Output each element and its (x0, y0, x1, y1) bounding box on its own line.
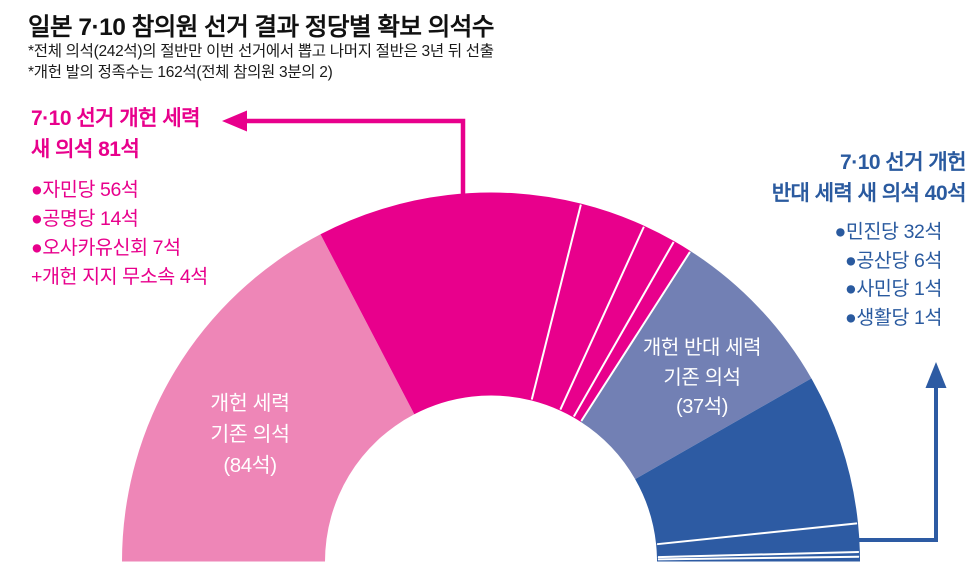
segment-existing-pro-revision (122, 234, 415, 562)
segment-jcp (656, 523, 860, 558)
existing-pro-label-line2: 기존 의석 (210, 423, 290, 446)
existing-anti-label-line1: 개헌 반대 세력 (642, 337, 762, 359)
pro-revision-heading-line1: 7·10 선거 개헌 세력 (31, 107, 200, 130)
note-quorum: *개헌 발의 정족수는 162석(전체 참의원 3분의 2) (28, 63, 333, 81)
anti-revision-heading-line2: 반대 세력 새 의석 40석 (771, 182, 967, 205)
segment-osaka-ishin (559, 225, 675, 418)
list-item-pro-independents: +개헌 지지 무소속 4석 (31, 266, 208, 288)
anti-revision-arrowhead-icon (925, 362, 947, 388)
segment-minshin (635, 378, 859, 545)
segment-divider-line (573, 241, 675, 418)
list-item-komeito: ●공명당 14석 (31, 208, 139, 230)
existing-pro-segment-label: 개헌 세력 기존 의석 (84석) (150, 388, 350, 481)
existing-pro-label-line1: 개헌 세력 (210, 392, 290, 415)
segment-divider-line (657, 555, 859, 561)
segment-dividers (530, 204, 859, 561)
page-title: 일본 7·10 참의원 선거 결과 정당별 확보 의석수 (28, 14, 494, 41)
anti-revision-arrow-icon (856, 362, 947, 542)
anti-revision-heading-line1: 7·10 선거 개헌 (840, 151, 966, 174)
anti-revision-callout: 7·10 선거 개헌 반대 세력 새 의석 40석 ●민진당 32석 ●공산당 … (771, 147, 967, 332)
pro-revision-heading: 7·10 선거 개헌 세력 새 의석 81석 (31, 103, 208, 165)
segment-pro-revision-independents (573, 241, 691, 422)
segment-existing-anti-revision (580, 251, 812, 480)
existing-anti-label-line3: (37석) (676, 396, 728, 418)
pro-revision-party-list: ●자민당 56석 ●공명당 14석 ●오사카유신회 7석 +개헌 지지 무소속 … (31, 176, 208, 292)
pro-revision-arrow-line (243, 118, 466, 195)
pro-revision-heading-line2: 새 의석 81석 (31, 138, 140, 161)
anti-revision-heading: 7·10 선거 개헌 반대 세력 새 의석 40석 (771, 147, 967, 209)
chart-segments (122, 192, 860, 562)
pro-revision-arrow-icon (222, 110, 466, 195)
list-item-osaka-ishin: ●오사카유신회 7석 (31, 237, 181, 259)
segment-divider-line (530, 204, 582, 400)
existing-anti-label-line2: 기존 의석 (663, 366, 741, 389)
header-notes: *전체 의석(242석)의 절반만 이번 선거에서 뽑고 나머지 절반은 3년 … (28, 42, 494, 83)
segment-ldp (320, 192, 582, 415)
segment-divider-line (657, 550, 859, 559)
anti-revision-arrow-line (856, 370, 938, 542)
list-item-jcp: ●공산당 6석 (844, 249, 942, 272)
pro-revision-callout: 7·10 선거 개헌 세력 새 의석 81석 ●자민당 56석 ●공명당 14석… (31, 103, 208, 292)
segment-komeito (531, 203, 645, 411)
segment-divider-line (656, 522, 858, 546)
anti-revision-party-list: ●민진당 32석 ●공산당 6석 ●사민당 1석 ●생활당 1석 (772, 218, 966, 332)
note-total-seats: *전체 의석(242석)의 절반만 이번 선거에서 뽑고 나머지 절반은 3년 … (28, 43, 494, 60)
segment-divider-line (580, 251, 691, 422)
existing-anti-segment-label: 개헌 반대 세력 기존 의석 (37석) (602, 334, 802, 423)
pro-revision-arrowhead-icon (222, 110, 247, 132)
list-item-ldp: ●자민당 56석 (31, 179, 139, 201)
existing-pro-label-line3: (84석) (223, 454, 277, 477)
list-item-minshin: ●민진당 32석 (834, 221, 943, 243)
list-item-seikatsu: ●생활당 1석 (844, 306, 942, 329)
list-item-sdp: ●사민당 1석 (844, 278, 942, 300)
segment-divider-line (559, 226, 645, 411)
